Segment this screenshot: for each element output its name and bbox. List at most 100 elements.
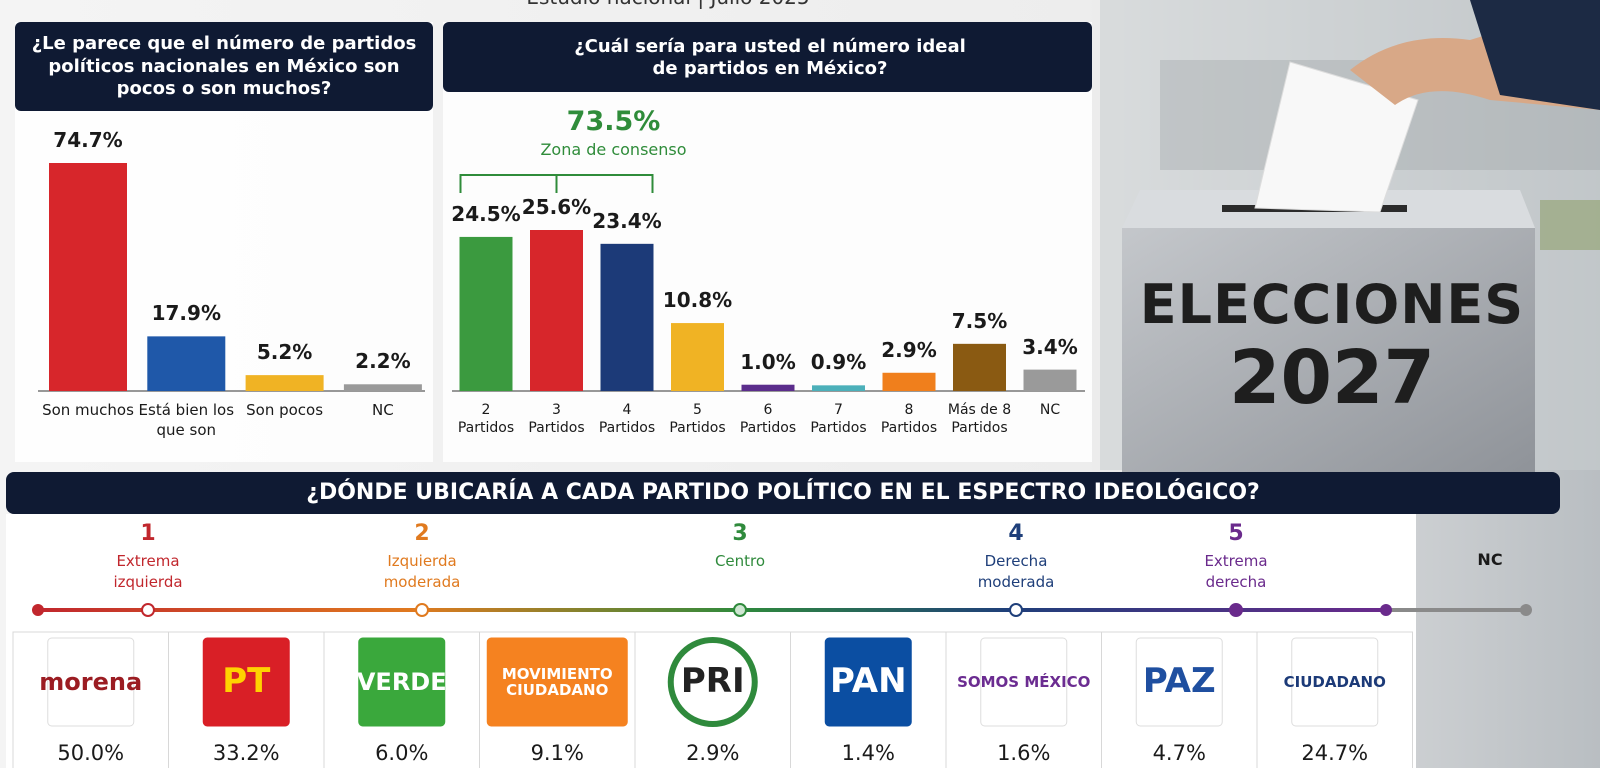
category-label: Son pocos — [246, 401, 324, 419]
value-label: 2.9% — [881, 337, 937, 362]
bar — [147, 336, 226, 391]
level-label: Izquierda moderada — [383, 552, 461, 591]
category-label: NC — [372, 401, 394, 419]
spectrum-dot — [1520, 604, 1532, 616]
party-logo — [824, 637, 912, 727]
party-value: 2.9% — [686, 741, 740, 765]
level-number: 2 — [414, 521, 430, 546]
level-label: Extrema derecha — [1204, 552, 1268, 591]
party-value: 4.7% — [1152, 741, 1206, 765]
ballot-box — [1122, 228, 1535, 473]
chart-title: ¿Cuál sería para usted el número ideal d… — [574, 35, 966, 80]
party-name: PAN — [829, 661, 907, 702]
bar — [741, 384, 795, 391]
party-name: MOVIMIENTO CIUDADANO — [501, 664, 613, 699]
bar — [812, 385, 865, 391]
party-logo — [1291, 637, 1379, 727]
spectrum-dot — [141, 603, 155, 617]
bar — [882, 372, 936, 391]
section-title: ¿DÓNDE UBICARÍA A CADA PARTIDO POLÍTICO … — [306, 480, 1260, 506]
level-label: Centro — [714, 552, 766, 570]
box-year: 2027 — [1229, 335, 1435, 421]
bar — [530, 230, 583, 391]
value-label: 10.8% — [662, 288, 733, 313]
party-logo — [667, 637, 758, 727]
party-value: 24.7% — [1301, 741, 1369, 765]
category-label: Son muchos — [42, 401, 134, 419]
value-label: 25.6% — [521, 195, 592, 219]
level-number: 5 — [1228, 521, 1244, 546]
consensus-bracket — [459, 174, 654, 193]
party-logo — [202, 637, 290, 727]
party-name: PT — [222, 661, 271, 702]
party-logo — [1135, 637, 1223, 727]
box-text: ELECCIONES — [1139, 273, 1525, 336]
value-label: 7.5% — [951, 308, 1008, 333]
value-label: 2.2% — [355, 349, 411, 374]
bar — [1023, 369, 1077, 391]
sleeve — [1470, 0, 1600, 110]
category-label: Está bien los que son — [138, 401, 235, 439]
party-value: 1.6% — [997, 741, 1051, 765]
level-label: Extrema izquierda — [113, 552, 183, 591]
photo-grass — [1540, 200, 1600, 250]
level-number: 4 — [1008, 521, 1024, 546]
nc-label: NC — [1477, 550, 1503, 569]
party-value: 33.2% — [212, 741, 280, 765]
bar — [459, 236, 513, 391]
annotation-value: 73.5% — [566, 106, 661, 137]
party-name: PRI — [680, 661, 745, 702]
section-header — [6, 472, 1560, 514]
annotation-text: Zona de consenso — [540, 140, 687, 159]
spectrum-dot — [1009, 603, 1023, 617]
category-label: 5 Partidos — [669, 402, 726, 437]
panel-header — [443, 22, 1092, 92]
bar — [343, 384, 422, 391]
category-label: 7 Partidos — [810, 402, 867, 437]
party-value: 9.1% — [530, 741, 584, 765]
party-name: CIUDADANO — [1283, 672, 1386, 691]
value-label: 17.9% — [151, 301, 221, 326]
spectrum-dot — [1229, 603, 1243, 617]
value-label: 24.5% — [451, 201, 521, 226]
value-label: 0.9% — [810, 350, 867, 375]
spectrum-dot — [733, 603, 747, 617]
value-label: 74.7% — [53, 128, 123, 152]
party-name: PAZ — [1142, 661, 1216, 702]
bar — [953, 343, 1006, 391]
level-label: Derecha moderada — [977, 552, 1055, 591]
spectrum-dot — [1380, 604, 1392, 616]
bar — [600, 243, 654, 391]
party-logo — [47, 637, 135, 727]
party-value: 50.0% — [57, 741, 125, 765]
level-number: 1 — [140, 521, 156, 546]
party-logo — [358, 637, 446, 727]
category-label: 2 Partidos — [457, 402, 515, 437]
party-logo — [980, 637, 1068, 727]
party-value: 1.4% — [841, 741, 895, 765]
bar — [671, 323, 724, 391]
party-name: VERDE — [356, 667, 447, 696]
value-label: 3.4% — [1022, 334, 1078, 359]
value-label: 23.4% — [592, 208, 662, 233]
spectrum-dot — [32, 604, 44, 616]
party-logo — [486, 637, 628, 727]
panel-header — [15, 22, 433, 111]
level-number: 3 — [732, 521, 748, 546]
category-label: 4 Partidos — [598, 402, 656, 437]
spectrum-dot — [415, 603, 429, 617]
subtitle: Estudio nacional | Julio 2025 — [400, 0, 936, 10]
value-label: 1.0% — [740, 349, 796, 374]
party-value: 6.0% — [375, 741, 429, 765]
party-name: morena — [39, 667, 143, 696]
party-name: SOMOS MÉXICO — [957, 672, 1091, 691]
category-label: 8 Partidos — [880, 402, 938, 437]
category-label: 6 Partidos — [739, 402, 797, 437]
category-label: 3 Partidos — [528, 402, 585, 437]
category-label: Más de 8 Partidos — [947, 402, 1012, 437]
bar — [49, 163, 127, 391]
value-label: 5.2% — [256, 340, 313, 365]
chart-title: ¿Le parece que el número de partidos pol… — [31, 33, 417, 100]
